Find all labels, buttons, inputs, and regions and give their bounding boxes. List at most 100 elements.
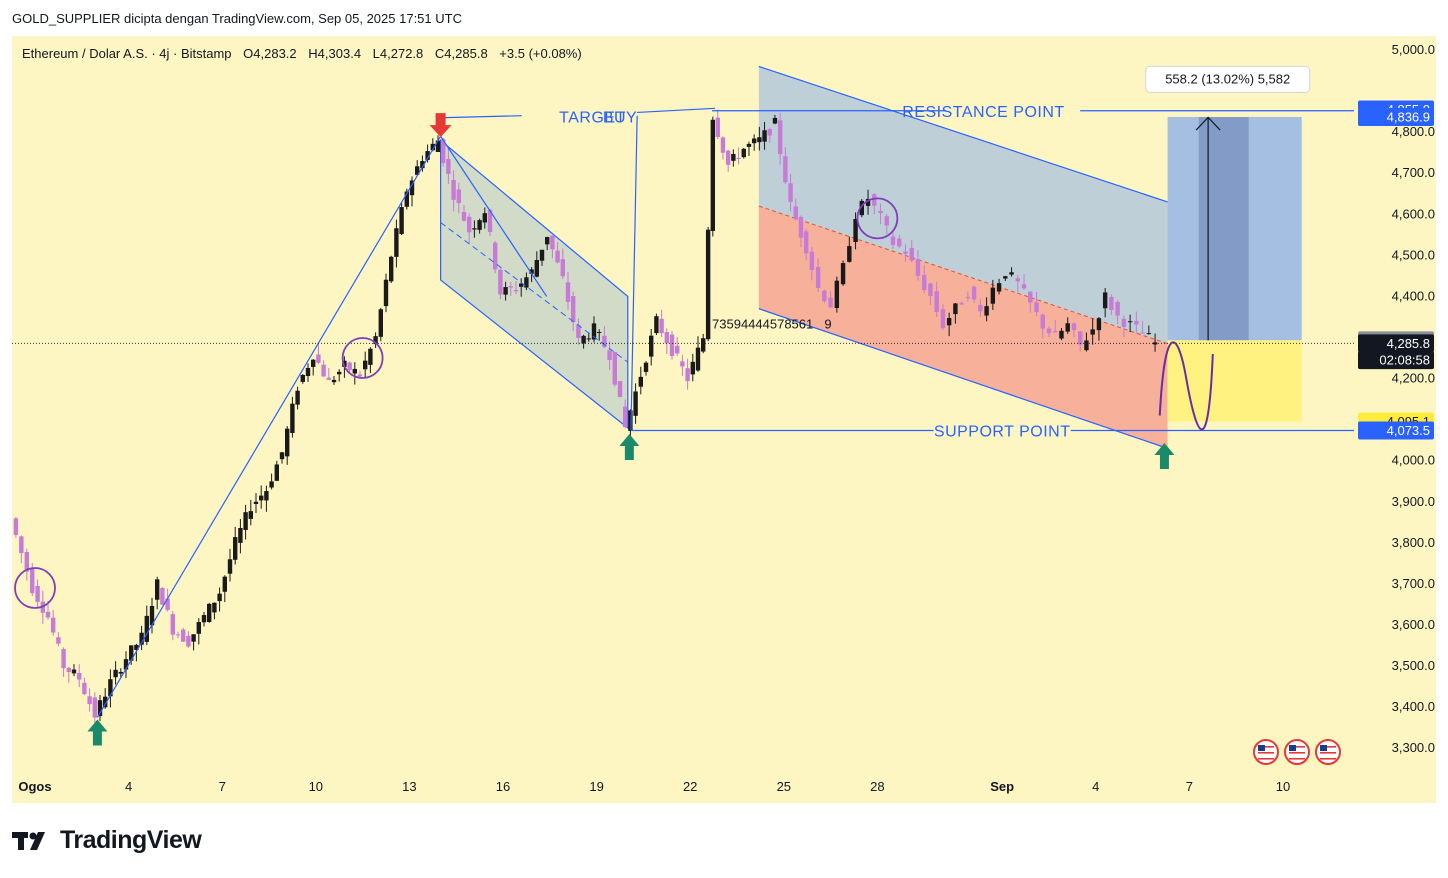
flag-stripe xyxy=(1320,758,1336,760)
candle-body xyxy=(238,528,243,543)
candle-body xyxy=(602,335,607,347)
candle xyxy=(175,631,181,639)
candle xyxy=(155,576,160,610)
candle-body xyxy=(1109,296,1114,311)
candle-body xyxy=(607,350,612,360)
candle-body xyxy=(446,158,451,174)
candle xyxy=(295,386,300,410)
candle xyxy=(1096,317,1102,341)
candle-body xyxy=(1134,320,1139,325)
candle xyxy=(446,147,451,184)
flag-stripe xyxy=(1289,752,1305,754)
candle-body xyxy=(493,242,498,270)
candle xyxy=(368,347,373,374)
candle-body xyxy=(872,194,877,206)
candle-body xyxy=(685,368,690,382)
candle xyxy=(186,631,191,648)
y-tick-label: 3,700.0 xyxy=(1392,576,1435,591)
flag-canton xyxy=(1320,745,1327,751)
flag-canton xyxy=(1258,745,1265,751)
candle xyxy=(378,307,383,342)
candle-body xyxy=(793,206,798,220)
candle xyxy=(725,149,731,172)
candle xyxy=(978,298,983,317)
candle xyxy=(903,244,908,262)
candle xyxy=(144,605,149,645)
chart-header: GOLD_SUPPLIER dicipta dengan TradingView… xyxy=(12,11,462,26)
candle xyxy=(409,176,415,207)
candle-body xyxy=(675,345,680,354)
candle xyxy=(508,282,513,296)
candle-body xyxy=(285,428,290,457)
plot-area[interactable]: TARGET BUY RESISTANCE POINT SUPPORT POINT 73… xyxy=(12,36,1436,803)
candle xyxy=(751,134,757,151)
candle xyxy=(134,643,139,662)
us-flag-icon[interactable] xyxy=(1315,739,1341,765)
candle-body xyxy=(196,622,201,634)
candle xyxy=(715,109,720,140)
candle-body xyxy=(777,120,783,155)
candle-body xyxy=(971,286,977,300)
candle-body xyxy=(695,347,701,371)
candle-body xyxy=(19,536,24,554)
candle-body xyxy=(269,481,274,488)
candle xyxy=(300,374,305,384)
x-tick-label: 10 xyxy=(309,779,323,794)
candle-body xyxy=(834,280,840,308)
y-tick-label: 3,600.0 xyxy=(1392,617,1435,632)
candle-body xyxy=(1071,323,1077,331)
candle-body xyxy=(123,659,129,670)
candle-body xyxy=(669,334,675,356)
candle xyxy=(1028,291,1033,313)
position-tooltip-text: 558.2 (13.02%) 5,582 xyxy=(1165,71,1290,86)
candle xyxy=(788,174,793,212)
x-tick-label: Ogos xyxy=(18,779,51,794)
candle xyxy=(576,318,581,345)
candle xyxy=(736,147,741,165)
candle xyxy=(1090,318,1095,345)
x-tick-label: 25 xyxy=(777,779,791,794)
candle xyxy=(233,526,238,565)
x-tick-label: 19 xyxy=(589,779,603,794)
candle xyxy=(909,239,914,263)
candle xyxy=(872,193,877,215)
candle xyxy=(1021,273,1027,290)
candle-body xyxy=(643,362,649,372)
us-flag-icon[interactable] xyxy=(1284,739,1310,765)
candle-body xyxy=(847,246,852,262)
flag-stripe xyxy=(1289,758,1305,760)
legend-open: O4,283.2 xyxy=(243,46,297,61)
footer-brand: TradingView xyxy=(60,826,202,854)
candle-body xyxy=(560,259,565,277)
candle-body xyxy=(24,552,30,572)
candle xyxy=(207,602,212,623)
candle xyxy=(731,149,736,167)
legend-symbol: Ethereum / Dolar A.S. · 4j · Bitstamp xyxy=(22,46,232,61)
candle xyxy=(581,334,586,349)
candle-body xyxy=(451,180,456,200)
y-tick-label: 4,000.0 xyxy=(1392,453,1435,468)
candle-body xyxy=(783,156,788,183)
candle xyxy=(897,235,902,249)
candle-body xyxy=(809,251,815,271)
candle xyxy=(550,235,555,259)
candle xyxy=(669,331,675,360)
candle xyxy=(170,610,175,641)
highlight-circle xyxy=(341,337,384,379)
candle-body xyxy=(853,219,858,242)
x-tick-label: 7 xyxy=(219,779,226,794)
flag-stripe xyxy=(1289,749,1305,751)
candle-body xyxy=(378,309,383,337)
candle xyxy=(451,170,456,212)
target-buy-label-2: BUY xyxy=(603,110,637,127)
us-flag-icon[interactable] xyxy=(1253,739,1279,765)
candle-body xyxy=(586,338,591,340)
candle xyxy=(1046,326,1052,337)
candle-body xyxy=(513,290,519,292)
candle xyxy=(777,112,783,165)
candle xyxy=(498,268,503,300)
candle xyxy=(984,297,989,322)
candle xyxy=(847,236,852,263)
candle xyxy=(828,290,833,308)
